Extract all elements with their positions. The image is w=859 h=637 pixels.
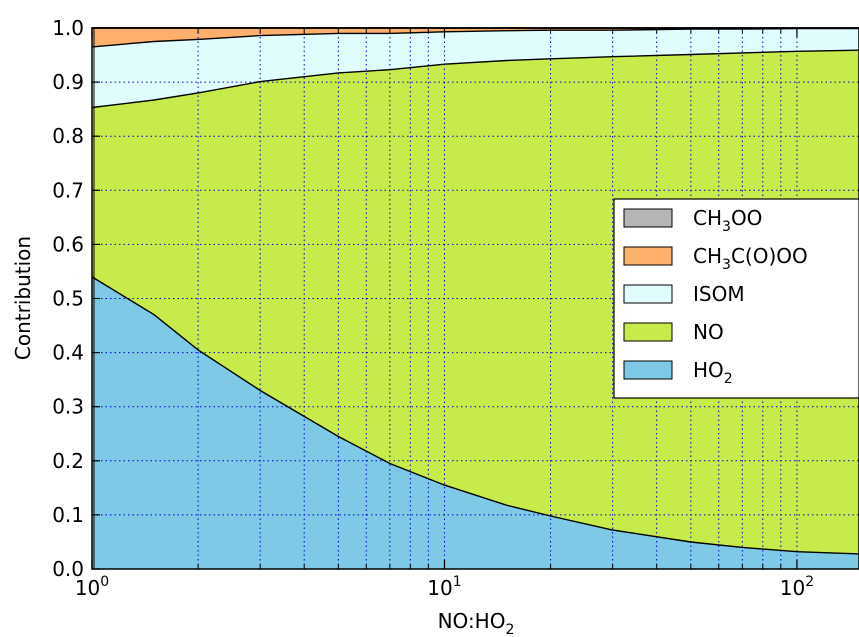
- legend-swatch-NO: [623, 322, 673, 342]
- x-tick-label-base: 10: [427, 576, 452, 600]
- y-tick-labels: 0.0 0.1 0.2 0.3 0.4 0.5 0.6 0.7 0.8 0.9 1.0: [52, 16, 84, 581]
- y-axis-label: Contribution: [11, 236, 35, 360]
- area-CH3COOO: [92, 28, 859, 47]
- x-axis-label-subscript: 2: [505, 622, 514, 637]
- area-HO2: [92, 276, 859, 569]
- legend-label-suffix: C(O)OO: [731, 244, 808, 268]
- x-tick-label-base: 10: [75, 576, 100, 600]
- area-layers: [92, 28, 859, 569]
- boundary-NO: [91, 49, 859, 109]
- y-tick-label: 0.4: [52, 341, 84, 365]
- area-NO: [92, 50, 859, 554]
- y-tick-label: 0.6: [52, 232, 84, 256]
- x-tick-label-base: 10: [780, 576, 805, 600]
- x-tick-label-exponent: 2: [805, 574, 814, 590]
- legend-label-subscript: 3: [722, 219, 731, 235]
- legend-swatch-HO2: [623, 360, 673, 380]
- legend-label-CH3COOO: CH3C(O)OO: [693, 244, 808, 273]
- legend-label-subscript: 3: [722, 257, 731, 273]
- x-axis-label: NO:HO2: [438, 609, 515, 637]
- x-tick-label: 100: [75, 574, 109, 600]
- legend-label-HO2: HO2: [693, 358, 733, 387]
- legend-label-NO: NO: [693, 320, 724, 344]
- y-tick-label: 0.0: [52, 557, 84, 581]
- y-tick-label: 0.2: [52, 449, 84, 473]
- y-tick-label: 0.7: [52, 178, 84, 202]
- legend-label-main: NO: [693, 320, 724, 344]
- x-tick-label-exponent: 0: [100, 574, 109, 590]
- legend-label-main: HO: [693, 358, 724, 382]
- y-tick-label: 0.3: [52, 395, 84, 419]
- boundary-HO2: [91, 276, 859, 555]
- legend-label-main: CH: [693, 206, 722, 230]
- area-ISOM: [92, 28, 859, 108]
- legend-label-subscript: 2: [724, 371, 733, 387]
- y-tick-label: 0.8: [52, 124, 84, 148]
- legend-label-main: ISOM: [693, 282, 745, 306]
- x-tick-label: 102: [780, 574, 814, 600]
- x-tick-label-exponent: 1: [453, 574, 462, 590]
- x-tick-label: 101: [427, 574, 461, 600]
- legend-label-suffix: OO: [731, 206, 762, 230]
- legend-swatch-CH3OO: [623, 208, 673, 228]
- x-tick-labels: 100 101 102: [75, 574, 814, 600]
- y-tick-label: 1.0: [52, 16, 84, 40]
- legend-label-ISOM: ISOM: [693, 282, 745, 306]
- x-axis-label-main: NO:HO: [438, 609, 506, 633]
- legend-label-CH3OO: CH3OO: [693, 206, 762, 235]
- boundary-ISOM: [91, 27, 859, 48]
- legend-swatch-ISOM: [623, 284, 673, 304]
- y-tick-label: 0.5: [52, 287, 84, 311]
- y-tick-label: 0.1: [52, 503, 84, 527]
- legend-swatch-CH3COOO: [623, 246, 673, 266]
- y-tick-label: 0.9: [52, 70, 84, 94]
- legend-label-main: CH: [693, 244, 722, 268]
- axis-ticks: [91, 27, 798, 570]
